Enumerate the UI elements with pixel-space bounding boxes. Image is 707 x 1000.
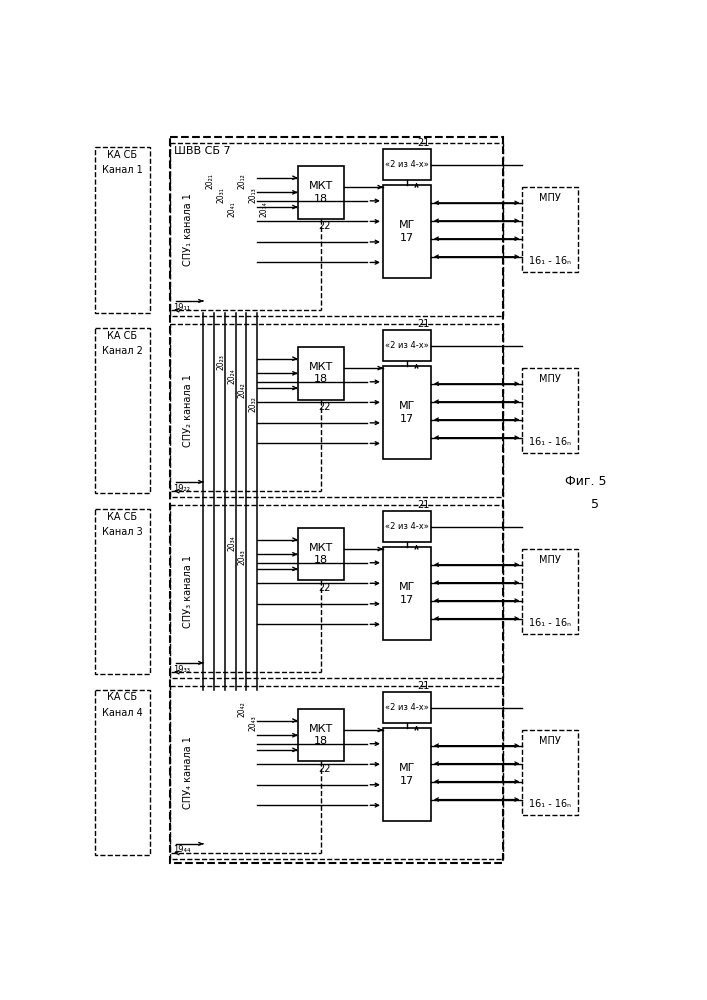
Bar	[383, 366, 431, 459]
Text: СПУ₃ канала 1: СПУ₃ канала 1	[182, 555, 192, 628]
Bar	[95, 147, 151, 312]
Text: «2 из 4-х»: «2 из 4-х»	[385, 341, 429, 350]
Text: 22: 22	[318, 402, 331, 412]
Text: 17: 17	[400, 233, 414, 243]
Text: 20₄₃: 20₄₃	[249, 715, 258, 731]
Bar	[383, 728, 431, 821]
Text: КА СБ: КА СБ	[107, 512, 138, 522]
Bar	[383, 185, 431, 278]
Text: «2 из 4-х»: «2 из 4-х»	[385, 522, 429, 531]
Bar	[522, 730, 578, 815]
Text: 20₃₁: 20₃₁	[216, 188, 226, 203]
Text: КА СБ: КА СБ	[107, 692, 138, 702]
Text: 20₁₄: 20₁₄	[259, 202, 269, 217]
Bar	[298, 347, 344, 400]
Text: 16₁ - 16ₙ: 16₁ - 16ₙ	[530, 618, 571, 628]
Text: Фиг. 5: Фиг. 5	[565, 475, 607, 488]
Text: КА СБ: КА СБ	[107, 150, 138, 160]
Text: МГ: МГ	[399, 401, 415, 411]
Text: «2 из 4-х»: «2 из 4-х»	[385, 160, 429, 169]
Text: 16₁ - 16ₙ: 16₁ - 16ₙ	[530, 799, 571, 809]
Text: 18: 18	[314, 374, 328, 384]
Text: КА СБ: КА СБ	[107, 331, 138, 341]
Bar	[383, 547, 431, 640]
Bar	[95, 509, 151, 674]
Text: Канал 2: Канал 2	[102, 346, 143, 356]
Text: МКТ: МКТ	[309, 181, 333, 191]
Text: 19₁₁: 19₁₁	[173, 303, 190, 312]
Text: МГ: МГ	[399, 763, 415, 773]
Text: ШВВ СБ 7: ШВВ СБ 7	[174, 146, 230, 156]
Bar	[298, 166, 344, 219]
Text: 22: 22	[318, 764, 331, 774]
Bar	[383, 692, 431, 723]
Text: 18: 18	[314, 736, 328, 746]
Bar	[383, 511, 431, 542]
Text: МПУ: МПУ	[539, 736, 561, 746]
Bar	[522, 187, 578, 272]
Bar	[298, 709, 344, 761]
Text: МПУ: МПУ	[539, 193, 561, 203]
Text: МКТ: МКТ	[309, 543, 333, 553]
Bar	[170, 137, 503, 863]
Text: 20₁₃: 20₁₃	[249, 188, 258, 203]
Text: 16₁ - 16ₙ: 16₁ - 16ₙ	[530, 437, 571, 447]
Text: 17: 17	[400, 776, 414, 786]
Bar	[383, 149, 431, 180]
Text: «2 из 4-х»: «2 из 4-х»	[385, 703, 429, 712]
Text: 21: 21	[417, 500, 429, 510]
Text: СПУ₄ канала 1: СПУ₄ канала 1	[182, 736, 192, 809]
Text: МКТ: МКТ	[309, 724, 333, 734]
Text: 19₄₄: 19₄₄	[173, 845, 190, 854]
Text: 20₄₃: 20₄₃	[238, 549, 247, 565]
Text: 21: 21	[417, 138, 429, 148]
Bar	[522, 368, 578, 453]
Text: 20₄₂: 20₄₂	[238, 701, 247, 717]
Text: 22: 22	[318, 221, 331, 231]
Text: 20₃₂: 20₃₂	[249, 396, 258, 412]
Text: МГ: МГ	[399, 220, 415, 230]
Text: 20₁₂: 20₁₂	[238, 174, 247, 189]
Bar	[522, 549, 578, 634]
Text: 18: 18	[314, 194, 328, 204]
Text: 17: 17	[400, 595, 414, 605]
Text: 20₂₄: 20₂₄	[227, 369, 236, 384]
Text: 22: 22	[318, 583, 331, 593]
Text: МКТ: МКТ	[309, 362, 333, 372]
Bar	[170, 686, 503, 859]
Bar	[170, 505, 503, 678]
Text: МГ: МГ	[399, 582, 415, 592]
Bar	[383, 330, 431, 361]
Text: 20₄₁: 20₄₁	[227, 202, 236, 217]
Text: 18: 18	[314, 555, 328, 565]
Text: СПУ₂ канала 1: СПУ₂ канала 1	[182, 374, 192, 447]
Text: 20₂₁: 20₂₁	[206, 174, 214, 189]
Text: СПУ₁ канала 1: СПУ₁ канала 1	[182, 193, 192, 266]
Bar	[170, 143, 503, 316]
Text: Канал 4: Канал 4	[102, 708, 143, 718]
Text: МПУ: МПУ	[539, 374, 561, 384]
Text: 5: 5	[590, 498, 599, 512]
Text: 21: 21	[417, 681, 429, 691]
Bar	[170, 324, 503, 497]
Text: 20₂₃: 20₂₃	[216, 355, 226, 370]
Text: 21: 21	[417, 319, 429, 329]
Text: МПУ: МПУ	[539, 555, 561, 565]
Text: 19₃₃: 19₃₃	[173, 665, 190, 674]
Text: 17: 17	[400, 414, 414, 424]
Bar	[298, 528, 344, 580]
Bar	[95, 690, 151, 855]
Text: Канал 3: Канал 3	[102, 527, 143, 537]
Text: 20₄₂: 20₄₂	[238, 382, 247, 398]
Text: Канал 1: Канал 1	[102, 165, 143, 175]
Bar	[95, 328, 151, 493]
Text: 19₂₂: 19₂₂	[173, 484, 190, 493]
Text: 20₃₄: 20₃₄	[227, 536, 236, 551]
Text: 16₁ - 16ₙ: 16₁ - 16ₙ	[530, 256, 571, 266]
